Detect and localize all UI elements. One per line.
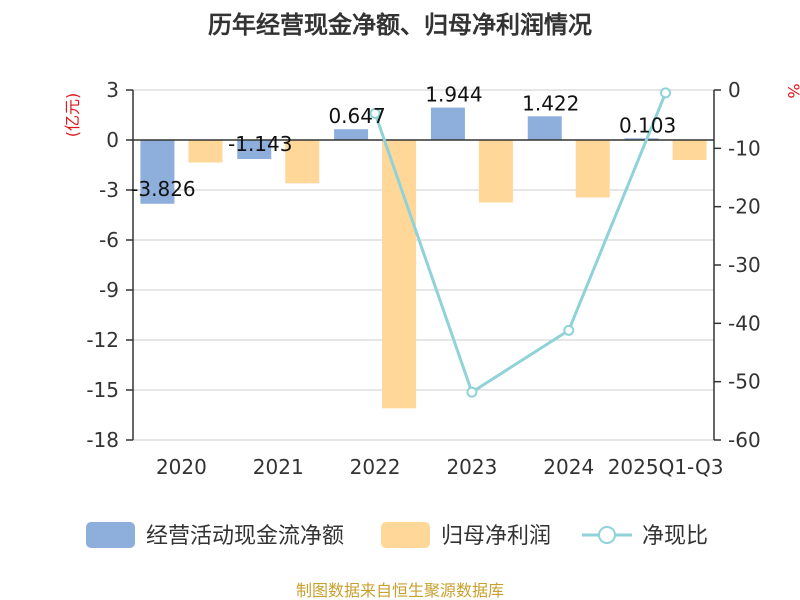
ratio-point [660, 87, 672, 99]
legend-label-cashflow: 经营活动现金流净额 [146, 524, 344, 549]
left-tick-label: 0 [106, 128, 119, 152]
ratio-line [369, 87, 672, 398]
profit-bar [285, 140, 320, 184]
ratio-point [466, 386, 478, 398]
cashflow-value-label: -1.143 [228, 132, 292, 156]
right-tick-label: -30 [728, 253, 761, 277]
x-tick-label: 2022 [350, 455, 401, 479]
left-tick-label: -15 [86, 378, 119, 402]
x-tick-label: 2021 [253, 455, 304, 479]
cashflow-bar [430, 107, 465, 140]
source-note: 制图数据来自恒生聚源数据库 [296, 581, 504, 600]
cashflow-value-label: 1.944 [425, 83, 482, 107]
left-axis-unit: (亿元) [63, 93, 82, 138]
cashflow-value-label: 0.103 [619, 113, 676, 137]
legend-swatch-cashflow [86, 522, 135, 548]
left-tick-label: -3 [99, 178, 119, 202]
cashflow-bar [334, 129, 369, 140]
profit-bar [672, 140, 707, 160]
left-tick-label: -12 [86, 328, 119, 352]
left-tick-label: -9 [99, 278, 119, 302]
x-tick-label: 2025Q1-Q3 [608, 455, 724, 479]
right-axis-unit: % [784, 83, 800, 98]
ratio-line-path [373, 92, 667, 395]
left-tick-label: -18 [86, 428, 119, 452]
legend-swatch-ratio-marker [598, 526, 616, 544]
right-tick-label: -20 [728, 195, 761, 219]
cashflow-value-label: 1.422 [522, 91, 579, 115]
data-labels: -3.826 -1.143 0.647 1.944 1.422 0.103 [131, 83, 676, 201]
chart-title: 历年经营现金净额、归母净利润情况 [208, 11, 592, 39]
x-tick-label: 2024 [543, 455, 594, 479]
tick-labels: 3 0 -3 -6 -9 -12 -15 -18 0 -10 -20 -30 -40 -50 -60 2020… [86, 78, 760, 479]
legend-label-profit: 归母净利润 [441, 524, 551, 549]
right-tick-label: -10 [728, 136, 761, 160]
profit-bar [575, 140, 610, 198]
profit-bar [478, 140, 513, 203]
cashflow-bar [140, 140, 175, 204]
cashflow-bar [624, 138, 659, 140]
cashflow-value-label: 0.647 [328, 104, 385, 128]
right-tick-label: -40 [728, 311, 761, 335]
left-tick-label: 3 [106, 78, 119, 102]
bars [140, 107, 707, 409]
x-tick-label: 2023 [446, 455, 497, 479]
left-tick-label: -6 [99, 228, 119, 252]
cashflow-bar [237, 140, 272, 160]
legend-swatch-profit [381, 522, 430, 548]
right-tick-label: 0 [728, 78, 741, 102]
cashflow-bar [527, 116, 562, 140]
cashflow-value-label: -3.826 [131, 177, 195, 201]
axes [126, 89, 721, 441]
legend: 经营活动现金流净额 归母净利润 净现比 [86, 522, 708, 549]
right-tick-label: -50 [728, 370, 761, 394]
right-tick-label: -60 [728, 428, 761, 452]
x-tick-label: 2020 [156, 455, 207, 479]
ratio-point [563, 324, 575, 336]
profit-bar [188, 140, 223, 163]
ratio-point [369, 107, 381, 119]
legend-label-ratio: 净现比 [642, 524, 708, 549]
